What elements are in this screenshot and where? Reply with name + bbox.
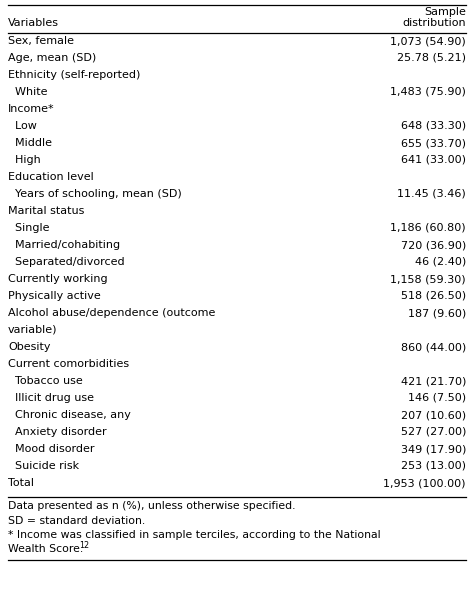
Text: Obesity: Obesity: [8, 342, 51, 352]
Text: Wealth Score.: Wealth Score.: [8, 544, 83, 555]
Text: Sex, female: Sex, female: [8, 36, 74, 46]
Text: 46 (2.40): 46 (2.40): [415, 257, 466, 267]
Text: Middle: Middle: [8, 138, 52, 148]
Text: Chronic disease, any: Chronic disease, any: [8, 410, 131, 420]
Text: SD = standard deviation.: SD = standard deviation.: [8, 516, 145, 525]
Text: 207 (10.60): 207 (10.60): [401, 410, 466, 420]
Text: 1,483 (75.90): 1,483 (75.90): [390, 87, 466, 97]
Text: 860 (44.00): 860 (44.00): [401, 342, 466, 352]
Text: 527 (27.00): 527 (27.00): [401, 427, 466, 437]
Text: Education level: Education level: [8, 172, 94, 182]
Text: Variables: Variables: [8, 18, 59, 28]
Text: High: High: [8, 155, 41, 165]
Text: Income*: Income*: [8, 104, 55, 114]
Text: 655 (33.70): 655 (33.70): [401, 138, 466, 148]
Text: variable): variable): [8, 325, 57, 335]
Text: 1,158 (59.30): 1,158 (59.30): [391, 274, 466, 284]
Text: Separated/divorced: Separated/divorced: [8, 257, 125, 267]
Text: distribution: distribution: [402, 18, 466, 28]
Text: Ethnicity (self-reported): Ethnicity (self-reported): [8, 70, 140, 80]
Text: Tobacco use: Tobacco use: [8, 376, 83, 386]
Text: 25.78 (5.21): 25.78 (5.21): [397, 53, 466, 63]
Text: Age, mean (SD): Age, mean (SD): [8, 53, 96, 63]
Text: 648 (33.30): 648 (33.30): [401, 121, 466, 131]
Text: 12: 12: [79, 541, 89, 551]
Text: 349 (17.90): 349 (17.90): [401, 444, 466, 454]
Text: 1,073 (54.90): 1,073 (54.90): [390, 36, 466, 46]
Text: 1,186 (60.80): 1,186 (60.80): [391, 223, 466, 233]
Text: 11.45 (3.46): 11.45 (3.46): [397, 189, 466, 199]
Text: Single: Single: [8, 223, 49, 233]
Text: 720 (36.90): 720 (36.90): [401, 240, 466, 250]
Text: White: White: [8, 87, 47, 97]
Text: Anxiety disorder: Anxiety disorder: [8, 427, 107, 437]
Text: Illicit drug use: Illicit drug use: [8, 393, 94, 403]
Text: 253 (13.00): 253 (13.00): [401, 461, 466, 471]
Text: 187 (9.60): 187 (9.60): [408, 308, 466, 318]
Text: Suicide risk: Suicide risk: [8, 461, 79, 471]
Text: Low: Low: [8, 121, 37, 131]
Text: Alcohol abuse/dependence (outcome: Alcohol abuse/dependence (outcome: [8, 308, 215, 318]
Text: Physically active: Physically active: [8, 291, 101, 301]
Text: 146 (7.50): 146 (7.50): [408, 393, 466, 403]
Text: 641 (33.00): 641 (33.00): [401, 155, 466, 165]
Text: Currently working: Currently working: [8, 274, 108, 284]
Text: Mood disorder: Mood disorder: [8, 444, 94, 454]
Text: Total: Total: [8, 478, 34, 488]
Text: Marital status: Marital status: [8, 206, 84, 216]
Text: Data presented as n (%), unless otherwise specified.: Data presented as n (%), unless otherwis…: [8, 501, 295, 511]
Text: * Income was classified in sample terciles, according to the National: * Income was classified in sample tercil…: [8, 530, 381, 540]
Text: Married/cohabiting: Married/cohabiting: [8, 240, 120, 250]
Text: Years of schooling, mean (SD): Years of schooling, mean (SD): [8, 189, 182, 199]
Text: Sample: Sample: [424, 7, 466, 17]
Text: 421 (21.70): 421 (21.70): [401, 376, 466, 386]
Text: Current comorbidities: Current comorbidities: [8, 359, 129, 369]
Text: 518 (26.50): 518 (26.50): [401, 291, 466, 301]
Text: 1,953 (100.00): 1,953 (100.00): [383, 478, 466, 488]
